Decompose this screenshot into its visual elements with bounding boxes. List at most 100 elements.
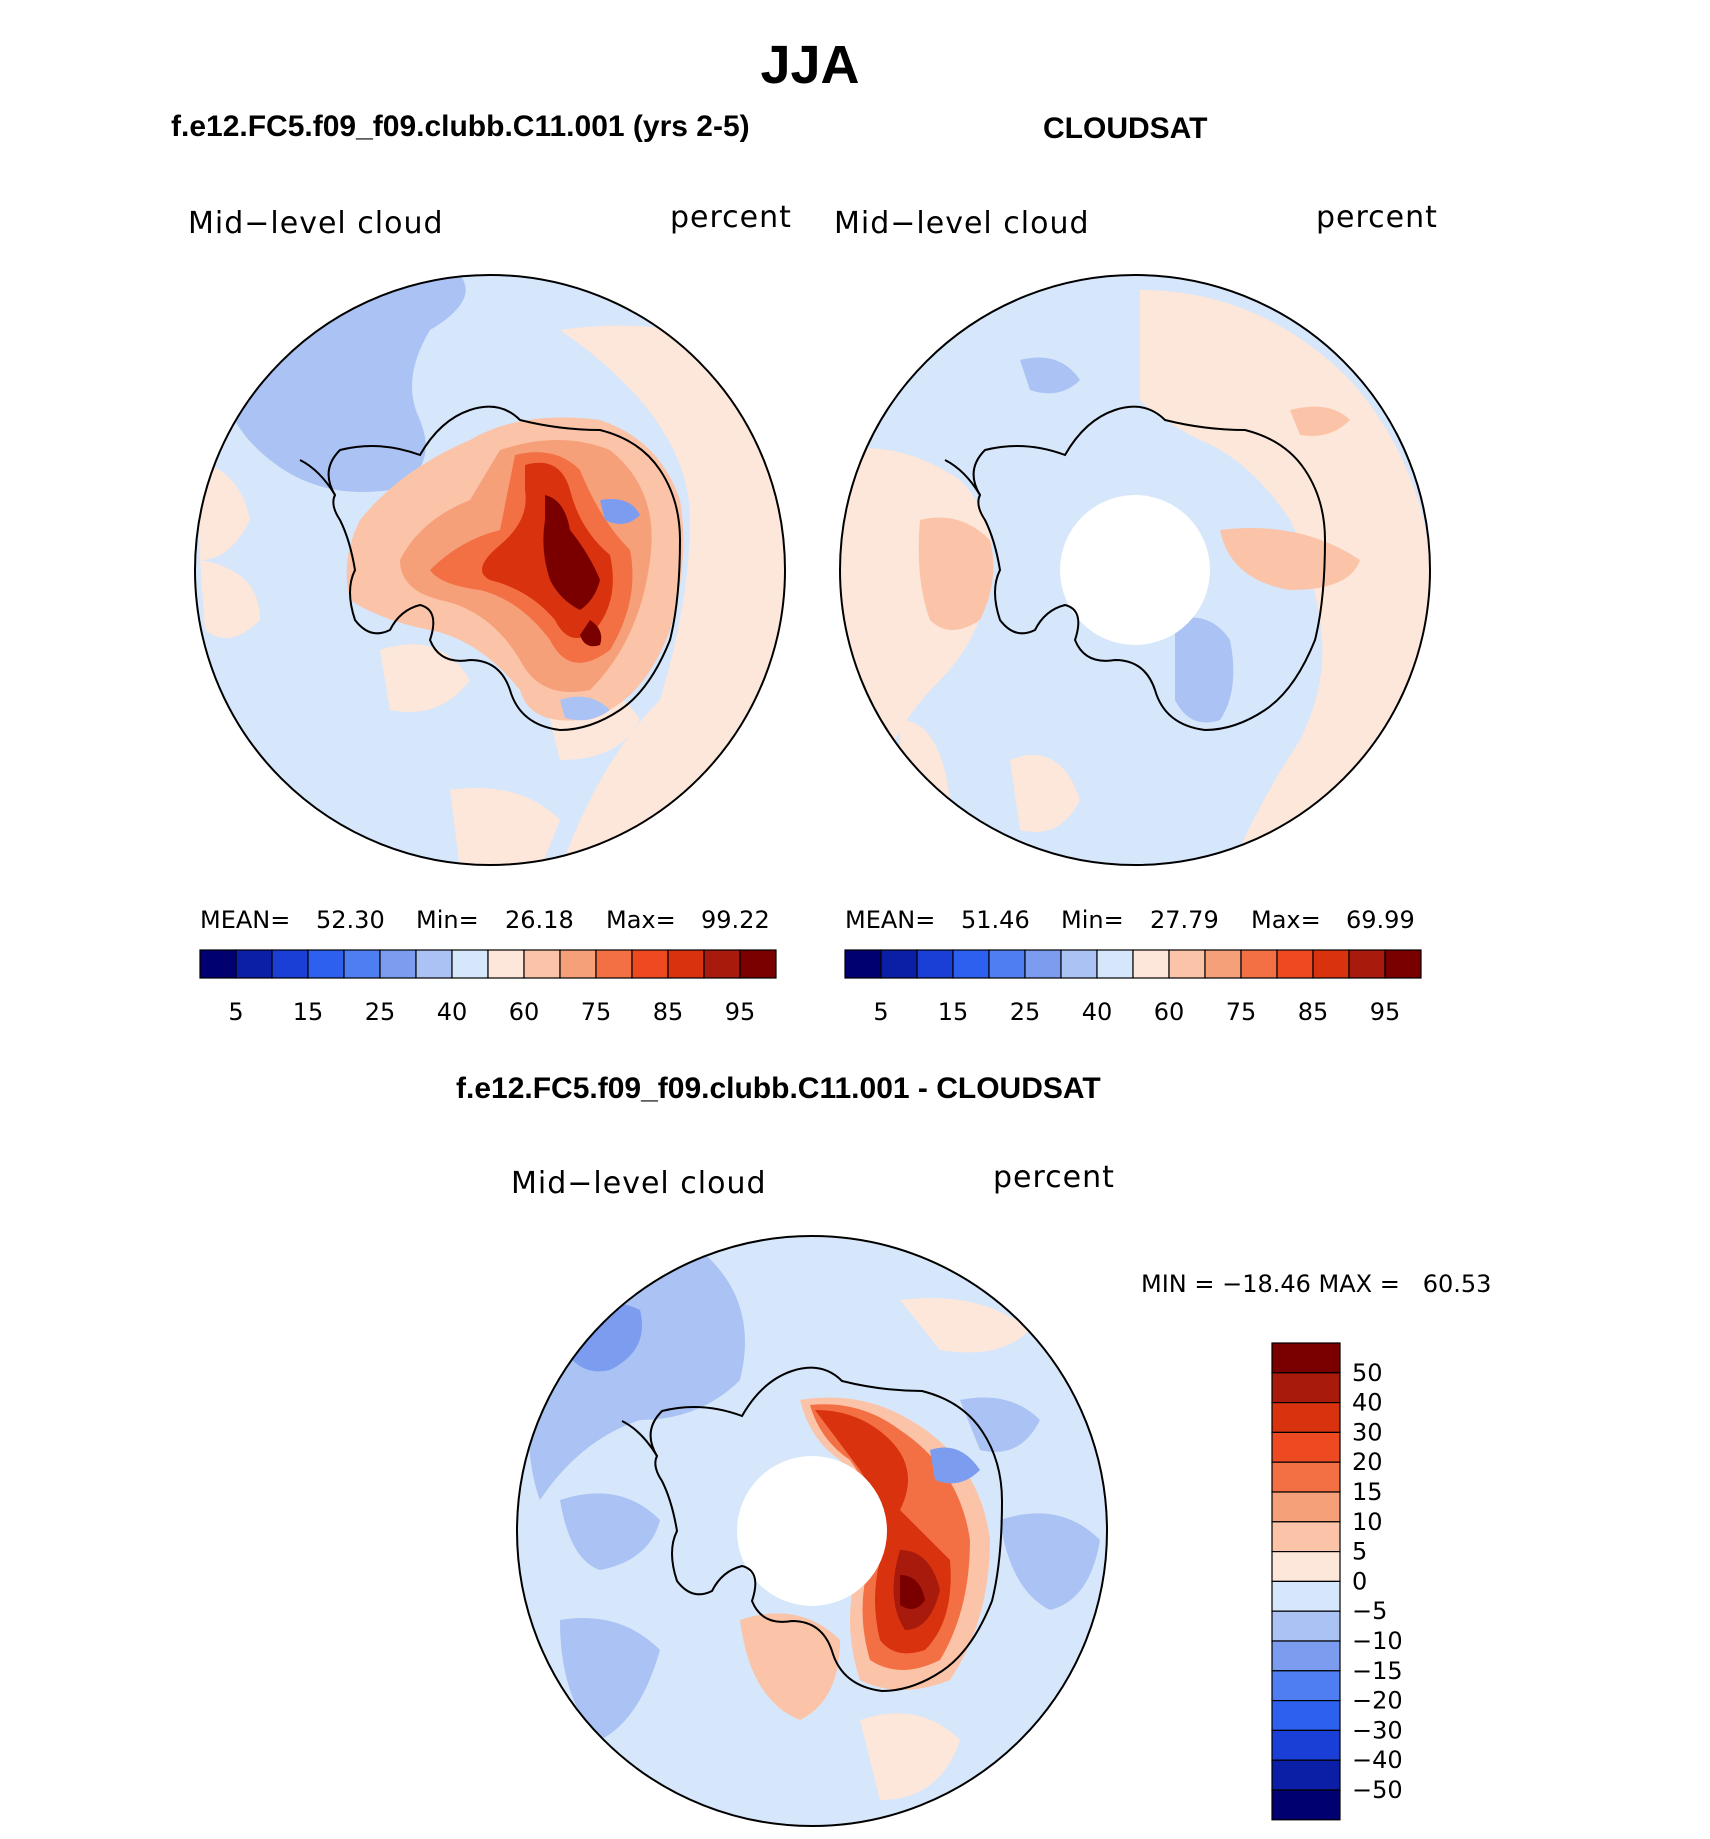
panel-2-mean-label: MEAN=: [845, 906, 936, 934]
difference-colorbar-label: 40: [1352, 1389, 1383, 1417]
panel-1-colorbar-swatch: [451, 949, 489, 979]
panel-2-colorbar-swatch: [880, 949, 918, 979]
panel-1-colorbar-swatch: [739, 949, 777, 979]
panel-2-colorbar-swatch: [916, 949, 954, 979]
difference-colorbar-swatch: [1271, 1431, 1341, 1463]
difference-colorbar-label: −10: [1352, 1627, 1403, 1655]
difference-colorbar-label: −30: [1352, 1716, 1403, 1744]
difference-colorbar-swatch: [1271, 1342, 1341, 1374]
panel-1-colorbar-tick-label: 60: [509, 998, 540, 1026]
panel-2-colorbar-swatch: [988, 949, 1026, 979]
difference-colorbar-swatch: [1271, 1640, 1341, 1672]
panel-2-colorbar-swatch: [1096, 949, 1134, 979]
panel-2-colorbar-tick-label: 15: [938, 998, 969, 1026]
difference-colorbar-swatch: [1271, 1759, 1341, 1791]
difference-colorbar-swatch: [1271, 1580, 1341, 1612]
panel-1-colorbar-tick-label: 85: [653, 998, 684, 1026]
panel-2-map-border: [839, 274, 1431, 866]
difference-colorbar-label: 5: [1352, 1538, 1367, 1566]
panel-1-colorbar-swatch: [559, 949, 597, 979]
panel-2-variable: Mid−level cloud: [834, 206, 1090, 241]
panel-2-colorbar-tick-label: 75: [1226, 998, 1257, 1026]
difference-colorbar-label: 20: [1352, 1448, 1383, 1476]
difference-colorbar-swatch: [1271, 1699, 1341, 1731]
panel-1-colorbar-tick-label: 75: [581, 998, 612, 1026]
panel-2-colorbar-tick-label: 40: [1082, 998, 1113, 1026]
panel-2-colorbar-swatch: [1384, 949, 1422, 979]
difference-colorbar-swatch: [1271, 1372, 1341, 1404]
panel-1-colorbar-swatch: [415, 949, 453, 979]
difference-colorbar-label: 50: [1352, 1359, 1383, 1387]
difference-colorbar-swatch: [1271, 1729, 1341, 1761]
panel-1-colorbar-swatch: [235, 949, 273, 979]
difference-colorbar-label: 15: [1352, 1478, 1383, 1506]
panel-1-max-label: Max=: [606, 906, 676, 934]
panel-2-map: [840, 275, 1430, 865]
panel-2-colorbar-tick-label: 5: [873, 998, 888, 1026]
panel-2-units: percent: [1316, 200, 1438, 235]
panel-2-colorbar-swatch: [1132, 949, 1170, 979]
panel-1-colorbar-swatch: [199, 949, 237, 979]
panel-1-colorbar: 5 15 25 40 60 75 85 95: [199, 949, 777, 1026]
panel-1-colorbar-swatch: [379, 949, 417, 979]
difference-colorbar-swatch: [1271, 1401, 1341, 1433]
panel-2-colorbar-swatch: [1024, 949, 1062, 979]
panel-1-title: f.e12.FC5.f09_f09.clubb.C11.001 (yrs 2-5…: [171, 110, 750, 143]
difference-colorbar-swatch: [1271, 1610, 1341, 1642]
difference-colorbar-label: −40: [1352, 1746, 1403, 1774]
panel-2-colorbar-swatch: [1060, 949, 1098, 979]
panel-2-title: CLOUDSAT: [1043, 112, 1208, 145]
panel-1-colorbar-tick-label: 95: [725, 998, 756, 1026]
panel-1-colorbar-swatch: [523, 949, 561, 979]
panel-1-variable: Mid−level cloud: [188, 206, 444, 241]
difference-units: percent: [993, 1160, 1115, 1195]
panel-2-colorbar-swatch: [1276, 949, 1314, 979]
difference-title: f.e12.FC5.f09_f09.clubb.C11.001 - CLOUDS…: [456, 1072, 1101, 1105]
panel-1-colorbar-swatch: [271, 949, 309, 979]
difference-colorbar-label: −15: [1352, 1657, 1403, 1685]
panel-2-colorbar-tick-label: 25: [1010, 998, 1041, 1026]
difference-colorbar-swatch: [1271, 1491, 1341, 1523]
panel-2-colorbar-swatch: [844, 949, 882, 979]
panel-1-colorbar-swatch: [595, 949, 633, 979]
panel-2-colorbar-swatch: [1348, 949, 1386, 979]
difference-map: [517, 1236, 1107, 1826]
panel-1-mean-label: MEAN=: [200, 906, 291, 934]
panel-1-mean-value: 52.30: [316, 906, 385, 934]
difference-colorbar-swatch: [1271, 1521, 1341, 1553]
difference-map-border: [516, 1235, 1108, 1827]
difference-colorbar-label: −50: [1352, 1776, 1403, 1804]
difference-colorbar-label: 0: [1352, 1567, 1367, 1595]
panel-2-colorbar-tick-label: 95: [1370, 998, 1401, 1026]
difference-colorbar-swatch: [1271, 1670, 1341, 1702]
panel-2-colorbar-swatch: [1312, 949, 1350, 979]
panel-2-colorbar-swatch: [1168, 949, 1206, 979]
panel-2-colorbar-swatch: [952, 949, 990, 979]
panel-2-mean-value: 51.46: [961, 906, 1030, 934]
panel-1-colorbar-tick-label: 15: [293, 998, 324, 1026]
difference-variable: Mid−level cloud: [511, 1166, 767, 1201]
panel-1-colorbar-swatch: [703, 949, 741, 979]
difference-colorbar-swatch: [1271, 1789, 1341, 1821]
panel-2-min-label: Min=: [1061, 906, 1124, 934]
panel-2-colorbar-tick-label: 85: [1298, 998, 1329, 1026]
panel-2-colorbar-tick-label: 60: [1154, 998, 1185, 1026]
panel-1-colorbar-tick-label: 25: [365, 998, 396, 1026]
figure-title: JJA: [760, 35, 860, 95]
panel-1-max-value: 99.22: [701, 906, 770, 934]
panel-2-min-value: 27.79: [1150, 906, 1219, 934]
panel-1-colorbar-tick-label: 5: [228, 998, 243, 1026]
panel-1-colorbar-swatch: [307, 949, 345, 979]
panel-2-max-label: Max=: [1251, 906, 1321, 934]
panel-1-colorbar-tick-label: 40: [437, 998, 468, 1026]
difference-colorbar-swatch: [1271, 1461, 1341, 1493]
panel-2-colorbar: 5 15 25 40 60 75 85 95: [844, 949, 1422, 1026]
panel-1-map: [195, 275, 785, 865]
difference-minmax: MIN = −18.46 MAX = 60.53: [1141, 1270, 1492, 1298]
difference-colorbar-label: −20: [1352, 1687, 1403, 1715]
panel-1-units: percent: [670, 200, 792, 235]
difference-colorbar-label: 30: [1352, 1418, 1383, 1446]
panel-1-map-border: [194, 274, 786, 866]
